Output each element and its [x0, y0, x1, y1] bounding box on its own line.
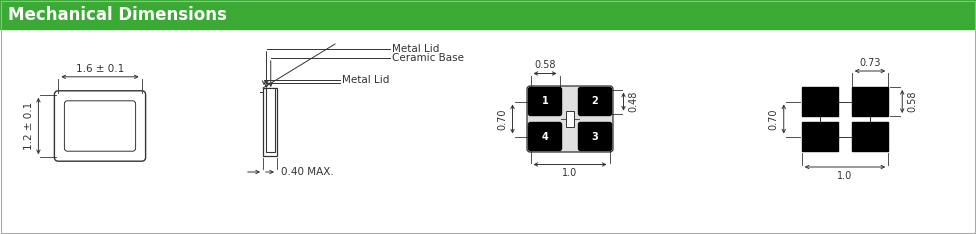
Text: 2: 2 [591, 96, 598, 106]
Text: Metal Lid: Metal Lid [392, 44, 439, 54]
Bar [801, 122, 838, 151]
Text: 0.58: 0.58 [534, 61, 555, 70]
Text: 1.0: 1.0 [562, 168, 578, 179]
Bar [801, 87, 838, 116]
Text: 0.40 MAX.: 0.40 MAX. [281, 167, 334, 177]
Text: 1.2 ± 0.1: 1.2 ± 0.1 [24, 102, 34, 150]
FancyBboxPatch shape [55, 91, 145, 161]
FancyBboxPatch shape [528, 88, 561, 116]
Bar [265, 88, 274, 152]
Text: 0.73: 0.73 [859, 58, 880, 68]
Text: 0.58: 0.58 [908, 91, 917, 112]
Bar [852, 87, 888, 116]
Text: 3: 3 [591, 132, 598, 142]
Text: 0.70: 0.70 [498, 108, 508, 130]
FancyBboxPatch shape [528, 123, 561, 150]
Bar [852, 122, 888, 151]
Text: 1.6 ± 0.1: 1.6 ± 0.1 [76, 64, 124, 74]
FancyBboxPatch shape [64, 101, 136, 151]
Text: Ceramic Base: Ceramic Base [392, 53, 464, 63]
Text: 1.0: 1.0 [837, 171, 853, 181]
Text: 4: 4 [542, 132, 549, 142]
Text: 0.48: 0.48 [629, 91, 638, 112]
Bar [0, 0, 976, 29]
FancyBboxPatch shape [579, 88, 612, 116]
Text: Mechanical Dimensions: Mechanical Dimensions [8, 6, 226, 24]
Bar [263, 88, 277, 156]
Text: 0.70: 0.70 [769, 108, 779, 130]
FancyBboxPatch shape [527, 86, 613, 152]
Bar [566, 111, 574, 127]
FancyBboxPatch shape [579, 123, 612, 150]
Text: 1: 1 [542, 96, 549, 106]
Text: Metal Lid: Metal Lid [342, 75, 389, 85]
